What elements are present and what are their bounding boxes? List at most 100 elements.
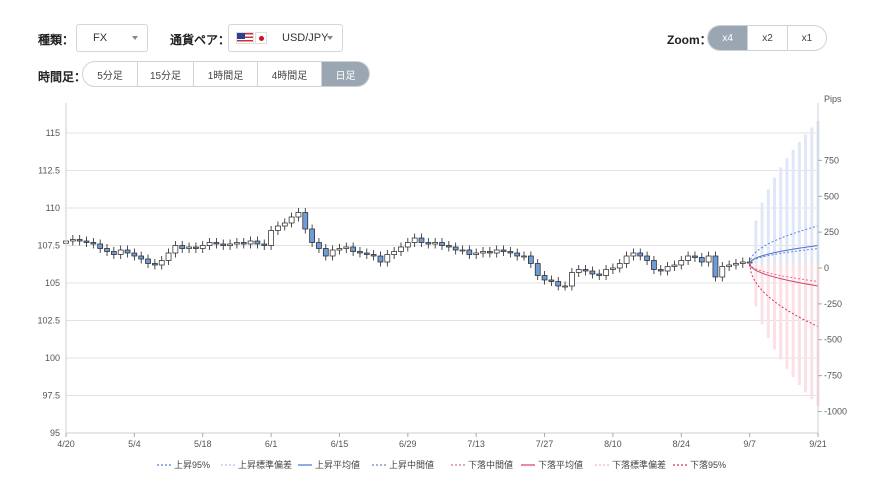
forecast-std-bars — [754, 121, 820, 406]
candle-body — [254, 240, 261, 245]
candle-body — [507, 251, 514, 254]
candle-body — [719, 266, 726, 278]
pair-select-value: USD/JPY — [282, 32, 329, 44]
candle-body — [555, 281, 562, 287]
candle-body — [295, 212, 302, 218]
y2-tick-label: -250 — [824, 299, 842, 309]
zoom-x2-button[interactable]: x2 — [747, 26, 786, 50]
candle-body — [671, 264, 678, 267]
candle-body — [343, 246, 350, 249]
up-std-bar — [791, 149, 795, 264]
candle-body — [268, 230, 274, 246]
candle-body — [336, 248, 343, 251]
down-std-bar — [754, 263, 758, 307]
up-std-bar — [779, 167, 783, 264]
down-std-bar — [785, 263, 789, 369]
candle-body — [733, 263, 739, 266]
y-tick-label: 102.5 — [37, 316, 60, 326]
down-mean-line — [749, 263, 819, 287]
y-tick-label: 95 — [50, 428, 60, 438]
candle-body — [391, 251, 397, 255]
down-95-line — [749, 263, 819, 327]
legend-label: 下落95% — [690, 459, 726, 470]
candle-body — [630, 252, 637, 257]
legend-label: 下落平均値 — [538, 459, 583, 470]
candle-body — [316, 242, 322, 249]
y2-tick-label: 250 — [824, 227, 839, 237]
zoom-x1-button[interactable]: x1 — [786, 26, 826, 50]
zoom-x4-button[interactable]: x4 — [708, 26, 748, 50]
candle-body — [186, 246, 192, 249]
y-tick-label: 100 — [45, 353, 60, 363]
candle-body — [145, 258, 151, 264]
y-tick-label: 110 — [46, 203, 60, 213]
y-tick-label: 97.5 — [42, 391, 60, 401]
candle-body — [452, 246, 459, 251]
chevron-down-icon — [327, 36, 333, 40]
candle-body — [487, 251, 493, 254]
candle-body — [418, 237, 425, 243]
y2-tick-label: 500 — [824, 191, 839, 201]
chevron-down-icon — [132, 36, 138, 40]
candle-body — [610, 267, 616, 270]
timeframe-label: 時間足： — [38, 70, 87, 84]
candle-body — [411, 237, 418, 243]
up-std-bar — [797, 141, 801, 264]
y2-tick-label: 0 — [824, 263, 829, 273]
candle-body — [309, 228, 315, 243]
us-flag-icon — [236, 32, 254, 44]
legend-label: 下落標準偏差 — [612, 459, 666, 470]
candle-body — [685, 255, 691, 261]
candle-body — [480, 251, 486, 254]
down-std-bar — [810, 263, 814, 400]
candle-body — [350, 246, 356, 252]
x-tick-label: 5/4 — [128, 439, 141, 449]
pair-select[interactable]: USD/JPY — [228, 24, 343, 52]
timeframe-4h-button[interactable]: 4時間足 — [257, 62, 321, 86]
candle-body — [705, 255, 712, 263]
y-tick-label: 105 — [45, 278, 60, 288]
candle-body — [179, 245, 186, 249]
candle-body — [500, 249, 507, 252]
candle-body — [603, 269, 609, 276]
chart-grid — [66, 132, 818, 434]
candle-body — [398, 246, 404, 252]
candle-body — [514, 252, 521, 257]
x-tick-label: 6/1 — [265, 439, 278, 449]
candle-body — [363, 252, 370, 255]
candle-body — [261, 243, 268, 246]
candle-body — [152, 263, 158, 266]
candle-body — [206, 242, 213, 246]
candle-body — [117, 249, 124, 255]
candle-body — [473, 252, 480, 255]
x-tick-label: 4/20 — [57, 439, 75, 449]
x-tick-label: 7/13 — [467, 439, 485, 449]
candle-body — [575, 269, 582, 273]
candle-body — [69, 239, 76, 242]
candle-body — [623, 255, 630, 264]
candle-body — [548, 279, 555, 282]
timeframe-daily-button[interactable]: 日足 — [321, 62, 369, 86]
timeframe-5min-button[interactable]: 5分足 — [97, 70, 123, 82]
chart-axes: 115 112.5 110 107.5 105 102.5 100 97.5 95 750 500 2… — [37, 94, 847, 449]
candle-body — [227, 243, 233, 246]
down-median-line — [749, 263, 819, 282]
candle-body — [97, 243, 104, 249]
y2-tick-label: -500 — [824, 335, 842, 345]
candle-body — [131, 252, 138, 257]
down-std-bar — [797, 263, 801, 386]
candle-body — [370, 254, 377, 257]
candle-body — [569, 272, 575, 287]
timeframe-1h-button[interactable]: 1時間足 — [193, 62, 257, 86]
candle-body — [445, 245, 452, 248]
candle-body — [322, 248, 329, 257]
legend-label: 上昇中間値 — [389, 459, 434, 470]
zoom-label: Zoom： — [667, 33, 712, 47]
down-std-bar — [779, 263, 783, 360]
timeframe-toggle: 5分足 15分足 1時間足 4時間足 日足 — [82, 61, 370, 87]
candle-body — [247, 240, 254, 245]
type-select[interactable]: FX — [76, 24, 148, 52]
candle-body — [193, 246, 199, 249]
timeframe-15min-button[interactable]: 15分足 — [137, 62, 193, 86]
candle-body — [562, 285, 568, 288]
